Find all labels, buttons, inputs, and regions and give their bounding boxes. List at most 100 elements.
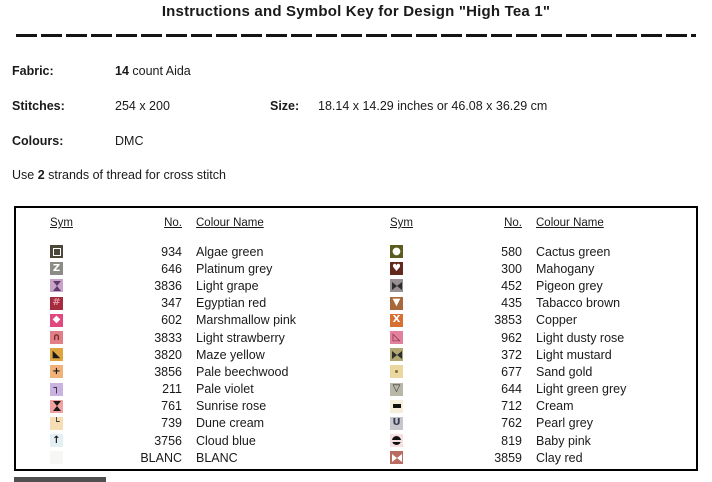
symbol-key-table: Sym No. Colour Name 934 Algae green Z 64… <box>14 206 698 471</box>
dashed-divider <box>16 34 696 37</box>
stitches-line: Stitches: 254 x 200 Size: 18.14 x 14.29 … <box>0 99 712 115</box>
stitch-symbol-swatch <box>390 434 403 448</box>
key-row: ● 580 Cactus green <box>356 243 696 260</box>
header-sym: Sym <box>50 217 73 229</box>
stitch-symbol-glyph: # <box>52 297 61 309</box>
colour-name: BLANC <box>196 450 238 465</box>
stitch-symbol-swatch <box>390 365 403 379</box>
colours-label: Colours: <box>12 134 64 148</box>
thread-number: 452 <box>501 278 522 293</box>
stitch-symbol-swatch: + <box>50 365 63 379</box>
thread-number: 347 <box>161 296 182 311</box>
stitch-symbol-swatch: ◣ <box>50 348 63 362</box>
key-table-header: Sym No. Colour Name <box>356 214 696 232</box>
stitch-symbol-swatch <box>390 451 403 465</box>
key-table-left-half: Sym No. Colour Name 934 Algae green Z 64… <box>16 208 356 469</box>
key-row: BLANC BLANC <box>16 449 356 466</box>
thread-number: 677 <box>501 364 522 379</box>
thread-number: 602 <box>161 313 182 328</box>
page-title: Instructions and Symbol Key for Design "… <box>161 3 551 20</box>
stitch-symbol-glyph: ↑ <box>52 434 61 446</box>
colour-name: Light mustard <box>536 347 612 362</box>
colour-name: Copper <box>536 313 577 328</box>
colour-name: Algae green <box>196 244 264 259</box>
stitch-symbol-glyph: ┐ <box>53 383 60 395</box>
stitch-symbol-glyph: Z <box>52 262 61 274</box>
stitch-symbol-glyph <box>392 351 402 359</box>
colour-name: Pale violet <box>196 382 254 397</box>
stitch-symbol-glyph <box>52 247 61 256</box>
stitch-symbol-glyph <box>392 436 401 446</box>
colour-name: Maze yellow <box>196 347 265 362</box>
header-sym: Sym <box>390 217 413 229</box>
stitch-symbol-glyph: ▼ <box>392 297 401 309</box>
thread-number: BLANC <box>140 450 182 465</box>
key-table-right-half: Sym No. Colour Name ● 580 Cactus green ♥… <box>356 208 696 469</box>
colour-name: Dune cream <box>196 416 265 431</box>
stitch-symbol-swatch <box>50 399 63 413</box>
stitch-symbol-swatch: ↑ <box>50 434 63 448</box>
colour-name: Platinum grey <box>196 261 273 276</box>
stitch-symbol-glyph: ● <box>392 245 401 257</box>
thread-number: 211 <box>162 382 182 397</box>
key-row: ◆ 602 Marshmallow pink <box>16 312 356 329</box>
fabric-count: 14 <box>115 64 129 78</box>
stitch-symbol-swatch <box>50 245 63 259</box>
thread-number: 962 <box>501 330 522 345</box>
thread-number: 934 <box>161 244 182 259</box>
colour-name: Pale beechwood <box>196 364 289 379</box>
stitch-symbol-swatch: ▽ <box>390 382 403 396</box>
thread-number: 300 <box>501 261 522 276</box>
key-row: ∩ 3833 Light strawberry <box>16 329 356 346</box>
key-table-header: Sym No. Colour Name <box>16 214 356 232</box>
stitch-symbol-glyph: ◆ <box>52 314 61 326</box>
stitch-symbol-glyph <box>52 401 61 411</box>
stitch-symbol-swatch: X <box>390 313 403 327</box>
thread-number: 3833 <box>154 330 182 345</box>
stitch-symbol-swatch <box>50 279 63 293</box>
stitch-symbol-swatch: U <box>390 416 403 430</box>
stitch-symbol-swatch: ◆ <box>50 313 63 327</box>
thread-number: 739 <box>161 416 182 431</box>
key-row: U 762 Pearl grey <box>356 415 696 432</box>
thread-number: 3856 <box>154 364 182 379</box>
colours-value: DMC <box>115 134 144 148</box>
colour-name: Cream <box>536 399 574 414</box>
key-row: + 3856 Pale beechwood <box>16 363 356 380</box>
stitch-symbol-glyph <box>392 282 402 290</box>
colour-name: Cloud blue <box>196 433 256 448</box>
header-colour-name: Colour Name <box>196 217 264 229</box>
colour-name: Mahogany <box>536 261 595 276</box>
key-row: ♥ 300 Mahogany <box>356 260 696 277</box>
stitch-symbol-swatch <box>390 279 403 293</box>
size-value: 18.14 x 14.29 inches or 46.08 x 36.29 cm <box>318 99 548 113</box>
size-label: Size: <box>270 99 300 113</box>
colour-name: Light dusty rose <box>536 330 625 345</box>
stitch-symbol-glyph: U <box>392 417 401 429</box>
strands-prefix: Use <box>12 168 38 182</box>
stitch-symbol-swatch: ● <box>390 245 403 259</box>
key-row: ▽ 644 Light green grey <box>356 381 696 398</box>
stitch-symbol-swatch: ┐ <box>50 382 63 396</box>
thread-number: 762 <box>501 416 522 431</box>
key-row: 3859 Clay red <box>356 449 696 466</box>
stitch-symbol-swatch: ◺ <box>390 331 403 345</box>
stitch-symbol-swatch: └ <box>50 416 63 430</box>
key-row: ◺ 962 Light dusty rose <box>356 329 696 346</box>
fabric-label: Fabric: <box>12 64 54 78</box>
thread-number: 3756 <box>154 433 182 448</box>
key-row: ▼ 435 Tabacco brown <box>356 295 696 312</box>
strands-suffix: strands of thread for cross stitch <box>44 168 226 182</box>
colour-name: Clay red <box>536 450 583 465</box>
stitch-symbol-glyph: + <box>52 365 61 377</box>
colour-name: Marshmallow pink <box>196 313 297 328</box>
stitch-symbol-swatch: ♥ <box>390 262 403 276</box>
stitch-symbol-glyph: ∩ <box>52 331 61 343</box>
key-row: 761 Sunrise rose <box>16 398 356 415</box>
key-row: 712 Cream <box>356 398 696 415</box>
key-rows-left: 934 Algae green Z 646 Platinum grey 3836… <box>16 243 356 466</box>
strands-count: 2 <box>37 168 45 182</box>
key-rows-right: ● 580 Cactus green ♥ 300 Mahogany 452 Pi… <box>356 243 696 466</box>
key-row: 452 Pigeon grey <box>356 277 696 294</box>
colours-line: Colours: DMC <box>0 134 712 150</box>
